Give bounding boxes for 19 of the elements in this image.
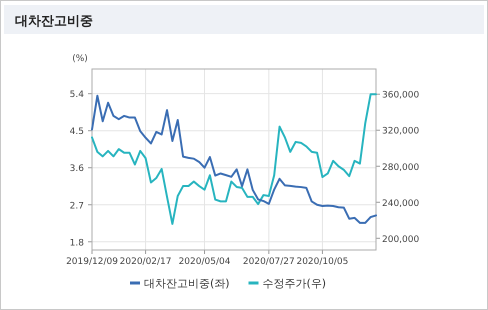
legend-label: 대차잔고비중(좌): [144, 277, 230, 290]
x-tick-label: 2020/05/04: [178, 257, 231, 267]
y-tick-label: 3.6: [70, 164, 84, 174]
x-tick-label: 2020/07/27: [242, 257, 295, 267]
y-tick-label: 2.7: [70, 201, 84, 212]
y2-tick-label: 200,000: [382, 234, 420, 245]
y2-tick-label: 280,000: [382, 162, 420, 173]
y-tick-label: 4.5: [70, 127, 84, 138]
y-tick-label: 1.8: [70, 238, 84, 248]
x-tick-label: 2020/02/17: [120, 257, 172, 267]
y2-tick-label: 240,000: [382, 198, 420, 209]
y-tick-label: 5.4: [70, 90, 84, 100]
y2-tick-label: 320,000: [382, 126, 420, 137]
legend-label: 수정주가(우): [262, 277, 326, 290]
y-axis-title: (%): [72, 54, 88, 64]
x-tick-label: 2019/12/09: [66, 257, 118, 267]
x-tick-label: 2020/10/05: [296, 257, 348, 267]
chart-title: 대차잔고비중: [15, 14, 93, 29]
y2-tick-label: 360,000: [382, 90, 420, 101]
